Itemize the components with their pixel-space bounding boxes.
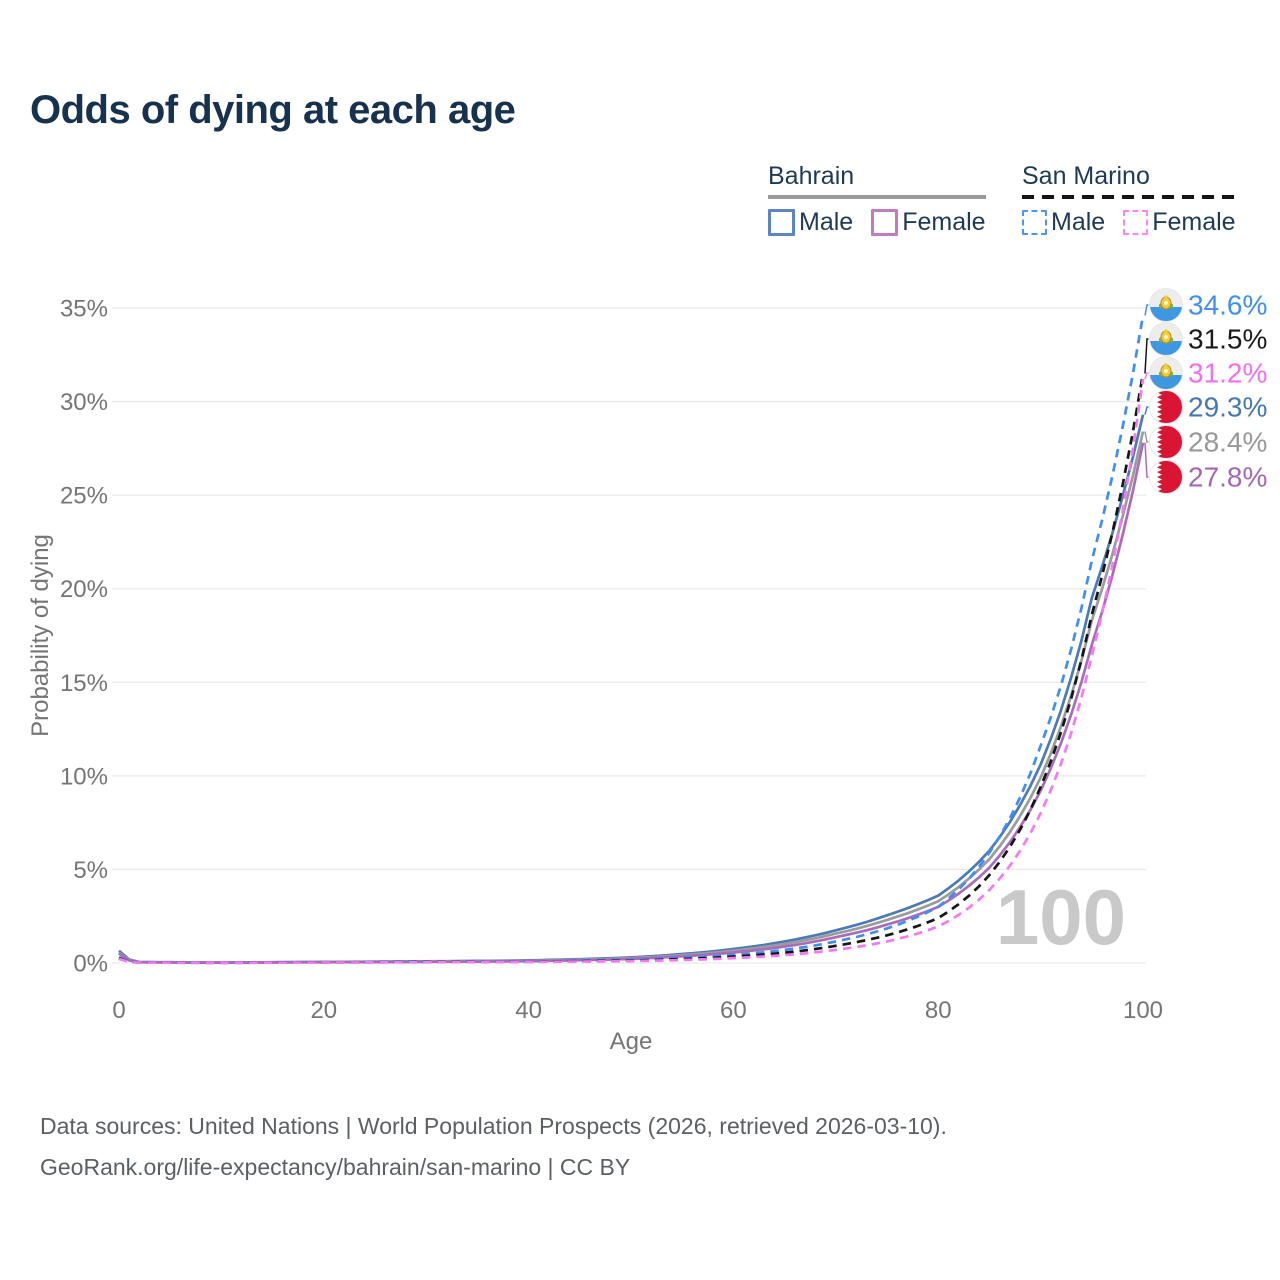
series-line-san-marino-combined [118,373,1145,965]
end-label-value-san-marino-female: 31.2% [1188,358,1267,389]
flag-icon-san-marino [1149,288,1183,322]
flag-icon-bahrain [1149,460,1183,494]
series-line-bahrain-combined [118,431,1145,964]
y-tick-label: 10% [60,763,108,790]
y-tick-label: 5% [73,857,108,884]
x-axis-title: Age [610,1028,653,1055]
end-label-connector [1144,372,1149,380]
watermark-age-counter: 100 [996,873,1126,961]
legend-item-bahrain-female[interactable]: Female [871,208,986,237]
legend-item-san-marino-male[interactable]: Male [1022,208,1105,237]
x-tick-label: 40 [515,997,542,1024]
footer-data-sources: Data sources: United Nations | World Pop… [40,1113,947,1139]
checkbox-san-marino-male[interactable] [1022,210,1047,235]
chart-title: Odds of dying at each age [30,88,516,132]
series-curves [118,315,1145,965]
y-tick-label: 35% [60,296,108,323]
flag-icon-bahrain [1149,425,1183,459]
y-tick-label: 20% [60,576,108,603]
legend-item-label: Male [1051,208,1106,236]
x-tick-label: 80 [925,997,952,1024]
y-tick-label: 25% [60,483,108,510]
legend-country-label-bahrain: Bahrain [768,162,855,190]
end-label-connector [1144,406,1149,415]
flag-icon-bahrain [1149,390,1183,424]
legend-line-sample-bahrain [768,195,986,199]
legend-item-label: Male [799,208,854,236]
x-tick-label: 20 [310,997,337,1024]
end-label-connector [1144,338,1149,374]
flag-icon-san-marino [1149,356,1183,390]
checkbox-san-marino-female[interactable] [1123,210,1149,235]
end-label-connector [1144,304,1149,316]
y-tick-label: 30% [60,389,108,416]
legend-group-san-marino: San Marino Male Female [1022,162,1236,237]
end-label-value-san-marino-combined: 31.5% [1188,324,1267,355]
series-line-bahrain-male [118,414,1145,964]
series-line-bahrain-female [118,442,1145,964]
legend-item-bahrain-male[interactable]: Male [768,208,853,237]
legend-country-label-san-marino: San Marino [1022,162,1150,190]
footer-attribution: GeoRank.org/life-expectancy/bahrain/san-… [40,1154,631,1180]
end-label-value-bahrain-female: 27.8% [1188,462,1267,493]
end-label-value-san-marino-male: 34.6% [1188,290,1267,321]
end-labels: 34.6%31.5%31.2%29.3% 28.4% 27.8% [1144,288,1267,494]
legend-item-san-marino-female[interactable]: Female [1123,208,1236,237]
x-tick-label: 0 [112,997,125,1024]
x-tick-label: 60 [720,997,747,1024]
legend-group-bahrain: Bahrain Male Female [768,162,986,237]
end-label-value-bahrain-combined: 28.4% [1188,427,1267,458]
legend-item-label: Female [1152,208,1236,236]
x-tick-label: 100 [1123,997,1163,1024]
series-line-san-marino-female [118,378,1145,965]
checkbox-bahrain-female[interactable] [871,209,899,236]
end-label-value-bahrain-male: 29.3% [1188,392,1267,423]
y-axis-title: Probability of dying [27,534,54,737]
flag-icon-san-marino [1149,322,1183,356]
y-tick-label: 0% [73,951,108,978]
footer: Data sources: United Nations | World Pop… [40,1106,947,1188]
legend-item-label: Female [902,208,986,236]
y-tick-label: 15% [60,670,108,697]
legend-line-sample-san-marino [1022,195,1236,199]
end-label-connector [1144,431,1149,443]
end-label-connector [1144,442,1149,478]
checkbox-bahrain-male[interactable] [768,209,795,236]
